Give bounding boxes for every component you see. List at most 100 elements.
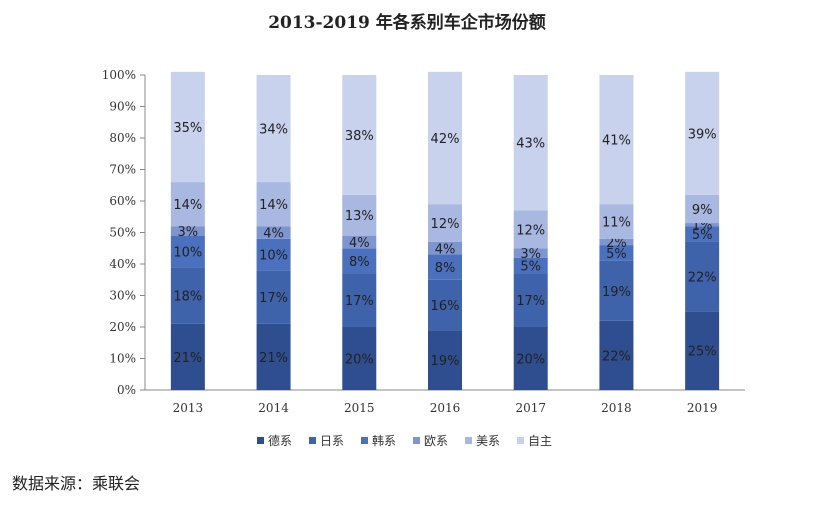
data-label: 19% [602,285,631,300]
data-label: 8% [435,261,456,276]
bar-segment [685,226,720,242]
legend-swatch [309,437,316,444]
data-label: 11% [602,215,631,230]
data-label: 21% [259,351,288,366]
x-tick-label: 2018 [601,401,632,415]
bar-segment [342,327,377,390]
data-label: 3% [520,247,541,262]
bar-segment [342,273,377,327]
legend-swatch [257,437,264,444]
y-tick-label: 30% [109,289,136,303]
bar-segment [599,320,634,390]
stacked-bar-chart: 0% 10% 20% 30% 40% 50% 60% 70% 80% 90% 100% 21% 18% 1… [102,68,745,448]
bar-segment [342,75,377,195]
x-tick-label: 2017 [515,401,546,415]
bar-segment [513,327,548,390]
data-label: 18% [173,290,202,305]
bar-segment [513,210,548,249]
bar-segment [428,204,462,242]
bar-segment [513,257,548,274]
bar-segment [256,323,291,390]
data-label: 10% [259,249,288,264]
bar-segment [685,241,720,312]
bar-segment [428,241,462,255]
legend-entry: 美系 [476,434,500,448]
bar-segment [685,71,720,195]
data-label: 39% [688,127,717,142]
chart-title: 2013-2019 年各系别车企市场份额 [268,13,546,33]
data-label: 34% [259,123,288,138]
y-tick-label: 10% [109,352,136,366]
bar-segment [599,260,634,321]
y-tick-label: 40% [109,257,136,271]
data-label: 41% [602,134,631,149]
x-tick-label: 2013 [173,401,204,415]
data-label: 17% [259,291,288,306]
y-tick-label: 80% [109,131,136,145]
data-source-note: 数据来源：乘联会 [12,474,141,493]
data-label: 8% [349,255,370,270]
bar-segment [170,267,205,324]
data-label: 14% [173,198,202,213]
bar-segment [685,223,720,227]
bar-segment [256,75,291,183]
data-label: 3% [178,225,199,240]
bar-segment [599,204,634,239]
y-tick-label: 100% [102,68,136,82]
x-tick-label: 2014 [258,401,289,415]
bar-segment [342,194,377,236]
data-label: 12% [431,217,460,232]
bar-segment [170,226,205,236]
data-label: 16% [431,299,460,314]
legend-swatch [465,437,472,444]
bar-segment [685,194,720,224]
data-label: 5% [606,247,627,262]
data-label: 4% [349,236,370,251]
bar-segment [342,235,377,249]
bar-segment [599,245,634,261]
legend-swatch [413,437,420,444]
y-tick-label: 50% [109,226,136,240]
data-label: 35% [173,121,202,136]
bar-segment [513,248,548,258]
data-label: 14% [259,198,288,213]
bar-segment [256,238,291,271]
x-tick-label: 2015 [344,401,375,415]
data-label: 4% [263,227,284,242]
bar-segment [599,75,634,205]
data-label: 2% [606,236,627,251]
data-label: 4% [435,242,456,257]
legend-swatch [361,437,368,444]
bar-segment [428,71,462,205]
bar-segment [428,254,462,280]
y-tick-label: 0% [117,383,136,397]
bar-segment [256,182,291,227]
y-tick-label: 60% [109,194,136,208]
data-label: 17% [345,294,374,309]
data-label: 22% [688,271,717,286]
legend-entry: 欧系 [424,434,448,448]
bar-segment [513,75,548,211]
data-label: 9% [692,203,713,218]
data-label: 5% [692,228,713,243]
data-label: 12% [516,223,545,238]
data-label: 5% [520,260,541,275]
data-label: 43% [516,137,545,152]
y-tick-label: 90% [109,100,136,114]
data-label: 13% [345,209,374,224]
x-tick-label: 2019 [687,401,718,415]
bar-segment [428,330,462,390]
data-label: 19% [431,354,460,369]
data-label: 25% [688,345,717,360]
bar-segment [256,270,291,324]
data-label: 38% [345,129,374,144]
bar-segment [513,273,548,327]
bar-segment [256,226,291,239]
bar-segment [342,248,377,274]
bar-segment [599,238,634,246]
bar-segment [170,323,205,390]
data-label: 21% [173,351,202,366]
legend-entry: 自主 [528,434,552,448]
data-label: 20% [516,353,545,368]
legend-swatch [517,437,524,444]
